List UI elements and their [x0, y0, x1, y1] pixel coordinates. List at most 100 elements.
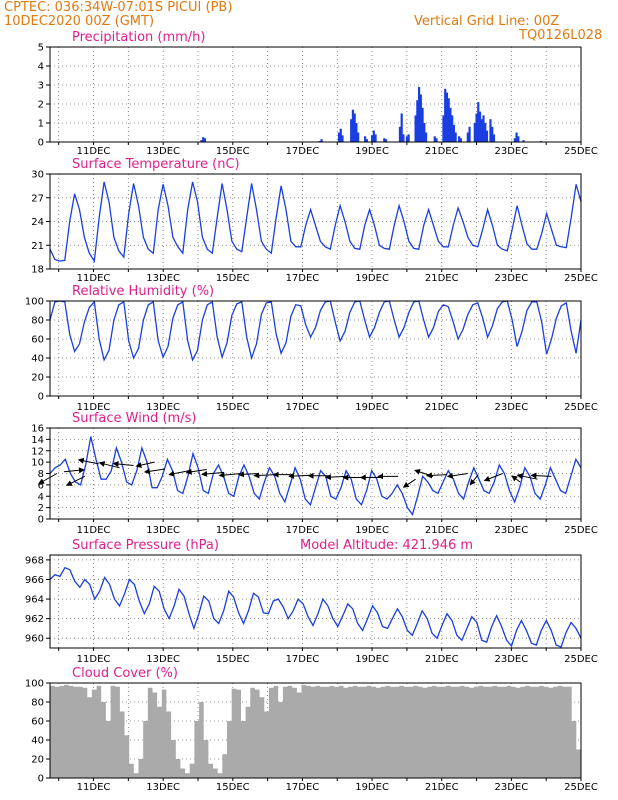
wind-vector [483, 473, 503, 482]
x-tick-label: 11DEC [77, 273, 111, 284]
y-tick-label: 0 [38, 515, 44, 526]
x-tick-label: 19DEC [355, 146, 389, 157]
y-tick-label: 0 [38, 392, 44, 403]
precip-bar [480, 119, 483, 142]
y-tick-label: 4 [38, 492, 44, 503]
x-tick-label: 11DEC [77, 146, 111, 157]
y-tick-label: 960 [25, 634, 44, 645]
y-tick-label: 10 [31, 458, 44, 469]
wind-vector [218, 472, 242, 479]
panel-frame [49, 682, 582, 779]
precip-bar [515, 132, 518, 142]
precip-bar [372, 130, 375, 142]
precip-bar [484, 123, 487, 142]
panel-1: Surface Temperature (nC) 18 21 24 27 30 11DEC 1… [31, 157, 598, 284]
x-tick-label: 17DEC [286, 273, 320, 284]
wind-vector [63, 467, 85, 474]
x-tick-label: 25DEC [564, 654, 598, 665]
x-tick-label: 11DEC [77, 654, 111, 665]
wind-vector [425, 472, 447, 479]
y-tick-label: 100 [25, 679, 44, 690]
wind-vector [530, 472, 552, 479]
wind-vector [65, 475, 86, 486]
precip-bar [491, 126, 494, 142]
precip-bar [339, 128, 342, 142]
x-tick-label: 19DEC [355, 273, 389, 284]
precip-bar [365, 139, 368, 142]
wind-vector [288, 472, 312, 479]
precip-bar [337, 132, 341, 142]
x-tick-label: 15DEC [216, 525, 250, 536]
x-tick-label: 21DEC [425, 654, 459, 665]
panel-frame [49, 300, 582, 397]
precip-bar [517, 136, 520, 142]
y-tick-label: 0 [38, 774, 44, 785]
precip-bar [364, 136, 367, 142]
cloud-area [50, 684, 581, 778]
x-tick-label: 21DEC [425, 525, 459, 536]
panel-5: Cloud Cover (%) 0 20 40 60 80 100 11DEC 13DEC 15D… [25, 666, 598, 793]
wind-vector [253, 472, 277, 479]
precip-bar [203, 138, 207, 142]
y-tick-label: 80 [31, 316, 44, 327]
precip-bar [424, 132, 428, 142]
precip-bar [466, 132, 469, 142]
precip-bar [353, 113, 356, 142]
series-line [49, 300, 582, 362]
precip-bar [351, 109, 355, 142]
y-tick-label: 6 [38, 480, 44, 491]
y-tick-label: 14 [31, 435, 44, 446]
precip-bar [473, 123, 476, 142]
y-tick-label: 20 [31, 373, 44, 384]
header-date: 10DEC2020 00Z (GMT) [4, 14, 155, 29]
panel-frame [49, 46, 582, 143]
y-tick-label: 2 [38, 100, 44, 111]
y-tick-label: 5 [38, 43, 44, 54]
header-grid-note: Vertical Grid Line: 00Z [414, 14, 560, 29]
precip-bar [419, 94, 422, 142]
x-tick-label: 17DEC [286, 654, 320, 665]
precip-bar [468, 126, 471, 142]
precip-bar [357, 132, 360, 142]
y-tick-label: 40 [31, 736, 44, 747]
x-tick-label: 21DEC [425, 146, 459, 157]
x-tick-label: 23DEC [494, 782, 528, 793]
precip-bar [433, 136, 436, 142]
x-tick-label: 17DEC [286, 525, 320, 536]
wind-vector [402, 478, 416, 488]
header-model-id: TQ0126L028 [519, 28, 603, 43]
x-tick-label: 23DEC [494, 273, 528, 284]
panel-subtitle: Model Altitude: 421.946 m [300, 538, 473, 553]
y-tick-label: 2 [38, 503, 44, 514]
panel-frame [49, 427, 582, 520]
precip-bar [475, 113, 478, 142]
panel-frame [49, 554, 582, 649]
y-tick-label: 964 [25, 595, 44, 606]
x-tick-label: 25DEC [564, 782, 598, 793]
precip-bar [416, 100, 419, 142]
y-tick-label: 80 [31, 698, 44, 709]
x-tick-label: 13DEC [146, 273, 180, 284]
y-tick-label: 27 [31, 193, 44, 204]
precip-bar [407, 134, 410, 142]
precip-bar [477, 102, 480, 142]
precip-bar [384, 139, 388, 142]
panel-2: Relative Humidity (%) 0 20 40 60 80 100 11DEC 13… [25, 284, 598, 413]
x-tick-label: 15DEC [216, 654, 250, 665]
x-tick-label: 15DEC [216, 146, 250, 157]
y-tick-label: 21 [31, 241, 44, 252]
precip-bar [400, 113, 403, 142]
y-tick-label: 968 [25, 555, 44, 566]
precip-bar [405, 136, 409, 142]
precip-bar [449, 107, 452, 142]
x-tick-label: 25DEC [564, 402, 598, 413]
precip-bar [452, 124, 456, 142]
x-tick-label: 11DEC [77, 402, 111, 413]
x-tick-label: 23DEC [494, 525, 528, 536]
x-tick-label: 23DEC [494, 402, 528, 413]
x-tick-label: 21DEC [425, 273, 459, 284]
x-tick-label: 11DEC [77, 782, 111, 793]
x-tick-label: 13DEC [146, 525, 180, 536]
